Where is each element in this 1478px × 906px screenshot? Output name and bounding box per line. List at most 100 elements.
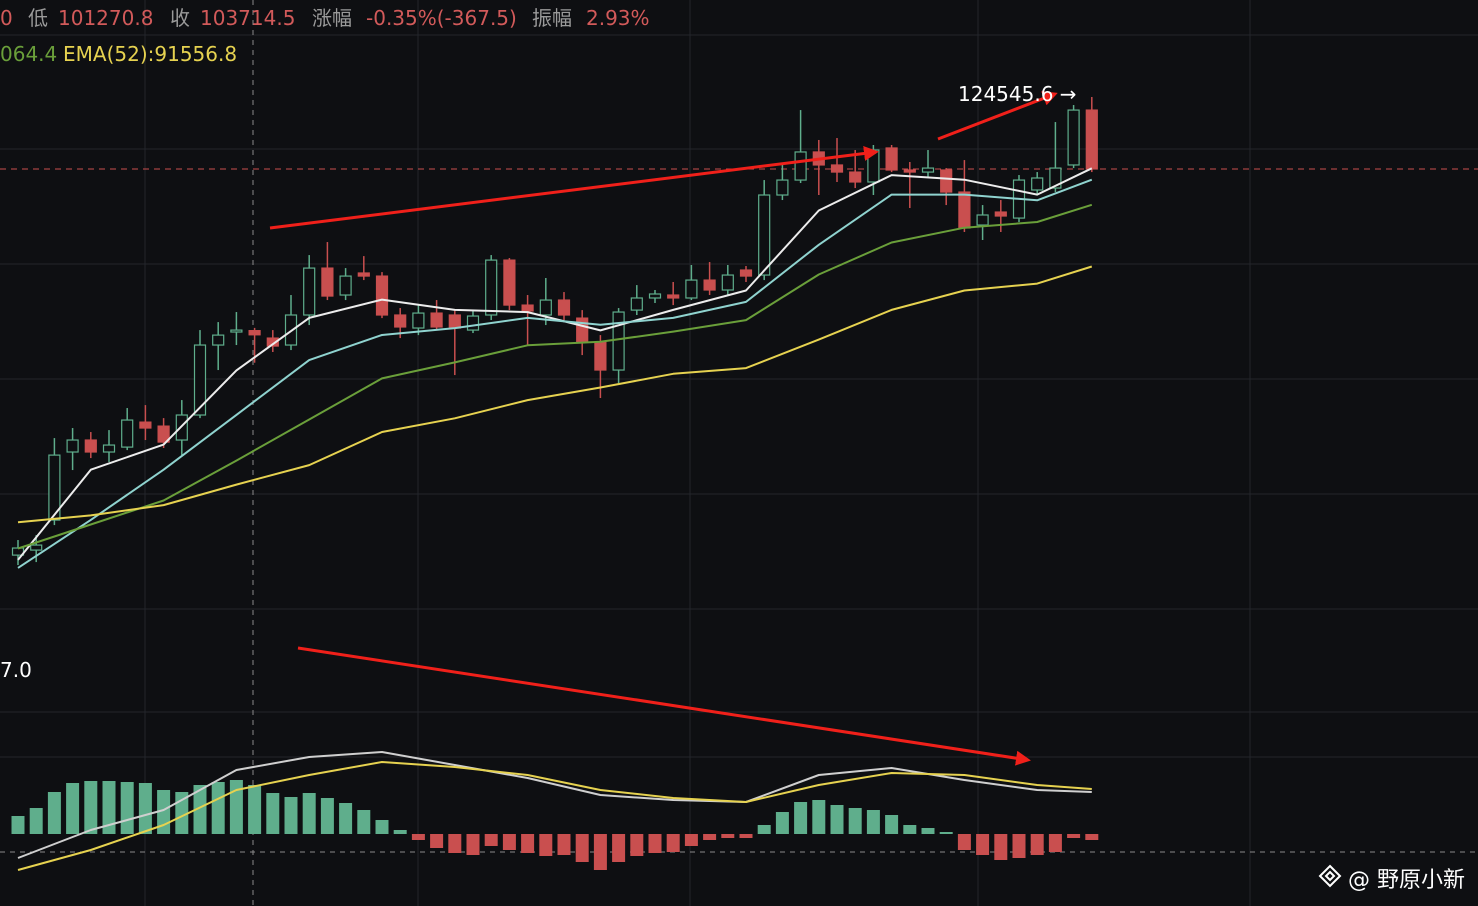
macd-bar <box>138 783 152 834</box>
trend-arrow <box>937 91 1058 141</box>
header-value: 2.93% <box>586 6 650 30</box>
macd-bar <box>612 834 626 862</box>
candle-body <box>339 275 352 296</box>
macd-bar <box>757 825 771 834</box>
candle-body <box>30 544 43 551</box>
macd-bar <box>666 834 680 852</box>
header-value: 0 <box>0 6 13 30</box>
macd-bar <box>721 834 735 838</box>
candle-body <box>758 194 771 276</box>
macd-bar <box>1012 834 1026 858</box>
macd-bar <box>703 834 717 840</box>
candle-body <box>794 151 807 181</box>
dea-line <box>17 761 1092 871</box>
macd-bar <box>885 815 899 834</box>
ema-line <box>17 203 1093 550</box>
candle-body <box>994 211 1007 217</box>
candle-body <box>193 344 207 416</box>
candle-body <box>1049 167 1062 189</box>
header-label: 收 <box>170 6 190 30</box>
candle-body <box>739 269 753 277</box>
marks <box>0 96 1478 871</box>
macd-bar <box>775 812 789 834</box>
candle-body <box>357 272 370 277</box>
candle-body <box>84 439 97 453</box>
trend-arrow <box>297 646 1031 766</box>
macd-bar <box>393 830 407 834</box>
candle-body <box>175 414 188 441</box>
macd-bar <box>102 781 116 834</box>
header-value: 103714.5 <box>200 6 295 30</box>
candle-body <box>867 149 880 183</box>
macd-bar <box>921 828 935 834</box>
macd-bar <box>84 781 98 834</box>
candle-body <box>430 312 443 328</box>
ema-line <box>17 265 1093 524</box>
header-value: 101270.8 <box>58 6 153 30</box>
macd-bar <box>284 797 298 834</box>
macd-bar <box>357 810 371 834</box>
candle-body <box>921 167 935 173</box>
macd-bar <box>339 803 353 834</box>
macd-bar <box>903 825 917 834</box>
header-label: 振幅 <box>532 6 572 30</box>
candle-body <box>394 314 407 328</box>
macd-bar <box>648 834 662 853</box>
macd-bar <box>848 808 862 834</box>
trend-arrow <box>269 146 879 230</box>
candle-body <box>776 179 789 196</box>
candle-body <box>849 171 862 183</box>
macd-bar <box>557 834 571 855</box>
candle-body <box>230 329 243 333</box>
candle-body <box>66 439 79 453</box>
candle-body <box>1067 109 1080 166</box>
candle-body <box>648 293 662 299</box>
candle-body <box>48 454 61 521</box>
macd-bar <box>994 834 1008 860</box>
macd-bar <box>448 834 462 853</box>
macd-bar <box>502 834 516 850</box>
macd-bar <box>812 800 826 834</box>
macd-bar <box>866 810 880 834</box>
macd-bar <box>11 816 25 834</box>
candle-body <box>940 169 953 193</box>
macd-bar <box>1048 834 1062 852</box>
macd-bar <box>1030 834 1044 855</box>
macd-bar <box>266 793 280 834</box>
macd-bar <box>684 834 698 846</box>
macd-bar <box>1067 834 1081 838</box>
candle-body <box>157 425 170 443</box>
macd-bar <box>211 782 225 834</box>
candle-body <box>557 299 571 316</box>
macd-bar <box>411 834 425 840</box>
candle-body <box>1085 109 1098 170</box>
macd-bar <box>302 793 316 834</box>
candle-body <box>721 274 734 291</box>
macd-bar <box>521 834 535 853</box>
candle-body <box>976 214 989 226</box>
header-label: 涨幅 <box>312 6 352 30</box>
macd-label: 7.0 <box>0 658 32 682</box>
trend-arrows <box>269 91 1058 766</box>
macd-bar <box>794 802 808 834</box>
ema-line <box>17 178 1093 569</box>
macd-bar <box>830 805 844 834</box>
macd-bar <box>575 834 589 862</box>
candle-body <box>612 311 625 371</box>
candle-body <box>212 334 225 346</box>
macd-bar <box>375 820 389 834</box>
candle-body <box>667 294 680 299</box>
macd-bar <box>630 834 644 856</box>
macd-bar <box>739 834 753 838</box>
candle-body <box>303 267 316 316</box>
header: 0 低 101270.8 收 103714.5 涨幅 -0.35%(-367.5… <box>0 6 650 66</box>
watermark-icon <box>1318 864 1342 888</box>
candle-body <box>594 341 607 371</box>
macd-bar <box>976 834 990 855</box>
candle-body <box>503 259 516 306</box>
candle-body <box>685 279 698 299</box>
watermark-text: @ 野原小新 <box>1348 868 1465 893</box>
